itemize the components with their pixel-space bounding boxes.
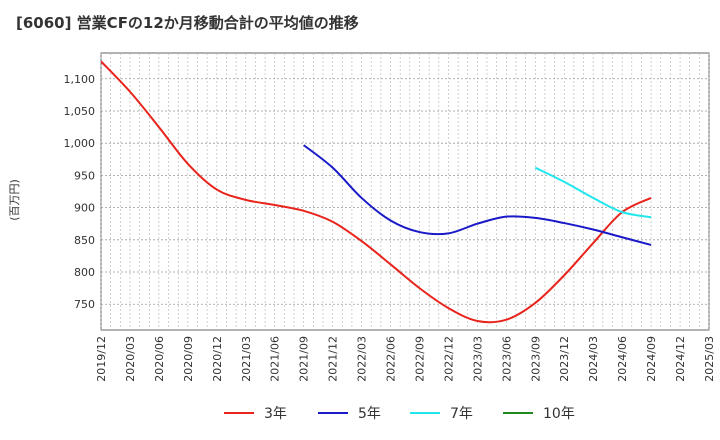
y-tick-label: 800	[74, 266, 95, 279]
chart-title: [6060] 営業CFの12か月移動合計の平均値の推移	[16, 14, 359, 32]
x-axis: 2019/12 2020/03 2020/06 2020/09 2020/12 2021/…	[95, 336, 716, 382]
legend: 3年 5年 7年 10年	[224, 406, 575, 422]
legend-label: 10年	[543, 406, 575, 422]
legend-label: 7年	[450, 406, 473, 422]
x-tick-label: 2024/09	[645, 336, 658, 382]
series-lines	[101, 60, 652, 324]
x-tick-label: 2020/03	[124, 336, 137, 382]
x-tick-label: 2023/03	[471, 336, 484, 382]
x-tick-label: 2022/12	[442, 336, 455, 382]
y-axis: 750 800 850 900 950 1,000 1,050 1,100	[64, 73, 96, 311]
x-tick-label: 2024/06	[616, 336, 629, 382]
x-tick-label: 2024/12	[674, 336, 687, 382]
x-tick-label: 2022/09	[413, 336, 426, 382]
x-tick-label: 2022/06	[385, 336, 398, 382]
y-tick-label: 850	[74, 234, 95, 247]
x-tick-label: 2022/03	[356, 336, 369, 382]
x-tick-label: 2020/06	[153, 336, 166, 382]
x-tick-label: 2024/03	[587, 336, 600, 382]
y-axis-label: (百万円)	[8, 179, 21, 221]
series-line-3	[534, 166, 652, 219]
x-tick-label: 2020/09	[182, 336, 195, 382]
y-tick-label: 950	[74, 169, 95, 182]
y-tick-label: 750	[74, 298, 95, 311]
series-line-1	[101, 60, 652, 324]
y-tick-label: 900	[74, 202, 95, 215]
x-tick-label: 2021/12	[327, 336, 340, 382]
x-tick-label: 2021/09	[298, 336, 311, 382]
x-tick-label: 2021/03	[240, 336, 253, 382]
x-tick-label: 2025/03	[703, 336, 716, 382]
y-tick-label: 1,050	[64, 105, 96, 118]
grid-lines	[100, 53, 710, 330]
y-tick-label: 1,100	[64, 73, 96, 86]
x-tick-label: 2023/09	[529, 336, 542, 382]
x-tick-label: 2023/12	[558, 336, 571, 382]
x-tick-label: 2019/12	[95, 336, 108, 382]
x-tick-label: 2020/12	[211, 336, 224, 382]
y-tick-label: 1,000	[64, 137, 96, 150]
legend-label: 5年	[358, 406, 381, 422]
x-tick-label: 2023/06	[500, 336, 513, 382]
x-tick-label: 2021/06	[269, 336, 282, 382]
legend-label: 3年	[264, 406, 287, 422]
plot-background	[100, 52, 710, 331]
series-line-2	[303, 144, 652, 246]
